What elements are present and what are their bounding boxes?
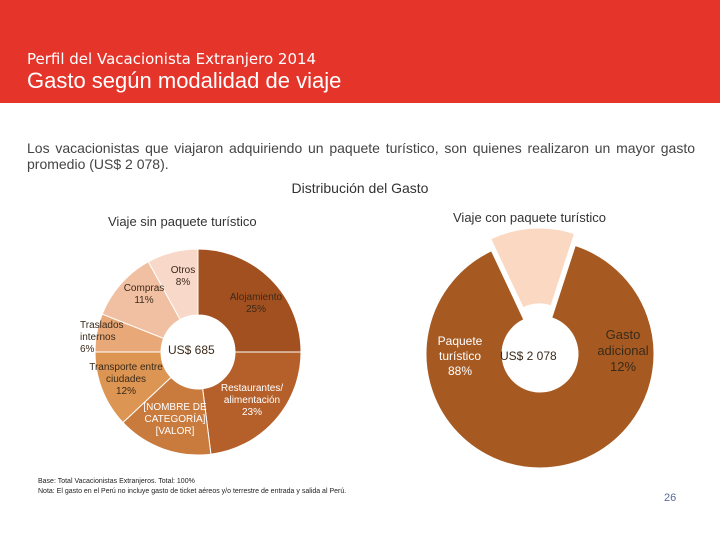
footnote-nota: Nota: El gasto en el Perú no incluye gas… (38, 488, 347, 495)
page-title: Gasto según modalidad de viaje (27, 68, 342, 93)
description-text: Los vacacionistas que viajaron adquirien… (27, 140, 695, 172)
chart1-slice-2 (122, 376, 212, 456)
chart-1-title: Viaje sin paquete turístico (108, 214, 257, 229)
label-otros: Otros 8% (170, 265, 196, 288)
label-nombre-categoria: [NOMBRE DE CATEGORÍA] [VALOR] (143, 402, 207, 437)
page-number: 26 (664, 492, 677, 504)
center-label-685: US$ 685 (168, 343, 215, 357)
chart1-slice-1 (202, 351, 302, 455)
section-title: Distribución del Gasto (291, 180, 429, 196)
chart1-slice-0 (197, 248, 302, 353)
report-subtitle: Perfil del Vacacionista Extranjero 2014 (27, 50, 317, 68)
chart-2-title: Viaje con paquete turístico (453, 210, 606, 225)
label-compras: Compras 11% (123, 283, 165, 306)
chart2-slice-0 (425, 244, 655, 469)
label-traslados: Traslados internos 6% (80, 320, 124, 355)
label-gasto-adicional: Gasto adicional 12% (597, 327, 649, 374)
label-restaurantes: Restaurantes/alimentación 23% (220, 383, 284, 418)
label-alojamiento: Alojamiento 25% (229, 292, 283, 315)
footnote-base: Base: Total Vacacionistas Extranjeros. T… (38, 478, 195, 485)
label-transporte: Transporte entre ciudades 12% (89, 362, 163, 397)
chart2-slice-1 (490, 227, 576, 309)
center-label-2078: US$ 2 078 (500, 349, 557, 363)
label-paquete-turistico: Paquete turístico 88% (437, 334, 483, 378)
header-banner: Perfil del Vacacionista Extranjero 2014 … (0, 0, 720, 103)
chart1-slice-6 (147, 248, 199, 321)
